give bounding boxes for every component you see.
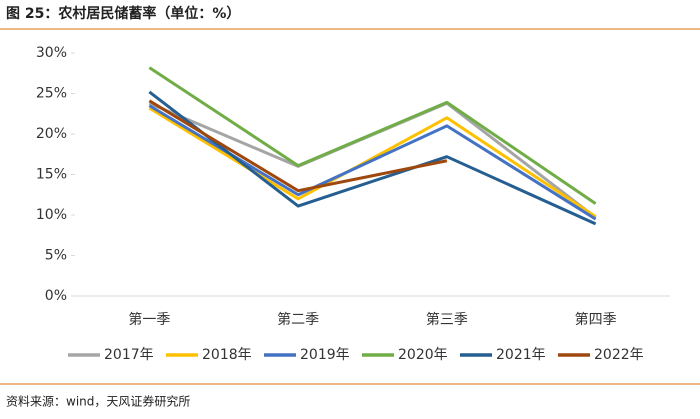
legend-label: 2020年 <box>398 347 448 363</box>
x-tick-label: 第二季 <box>277 311 319 328</box>
x-tick-label: 第一季 <box>128 311 170 328</box>
legend-label: 2017年 <box>104 347 154 363</box>
y-tick-label: 30% <box>36 45 67 61</box>
chart-title: 图 25：农村居民储蓄率（单位：%） <box>6 5 240 22</box>
y-tick-label: 20% <box>36 126 67 142</box>
series-line <box>148 90 597 226</box>
legend-label: 2019年 <box>300 347 350 363</box>
legend-label: 2022年 <box>594 347 644 363</box>
legend-label: 2018年 <box>202 347 252 363</box>
series-line <box>148 104 597 221</box>
y-tick-label: 15% <box>36 167 67 183</box>
series-line <box>148 99 448 193</box>
y-tick-label: 0% <box>45 288 67 304</box>
x-tick-label: 第三季 <box>426 311 468 328</box>
y-tick-label: 25% <box>36 86 67 102</box>
series-line <box>148 106 597 218</box>
series-line <box>148 66 597 205</box>
x-tick-label: 第四季 <box>575 311 617 328</box>
source: 资料来源：wind，天风证券研究所 <box>6 394 190 409</box>
legend-label: 2021年 <box>496 347 546 363</box>
y-tick-label: 5% <box>45 248 67 264</box>
y-tick-label: 10% <box>36 207 67 223</box>
